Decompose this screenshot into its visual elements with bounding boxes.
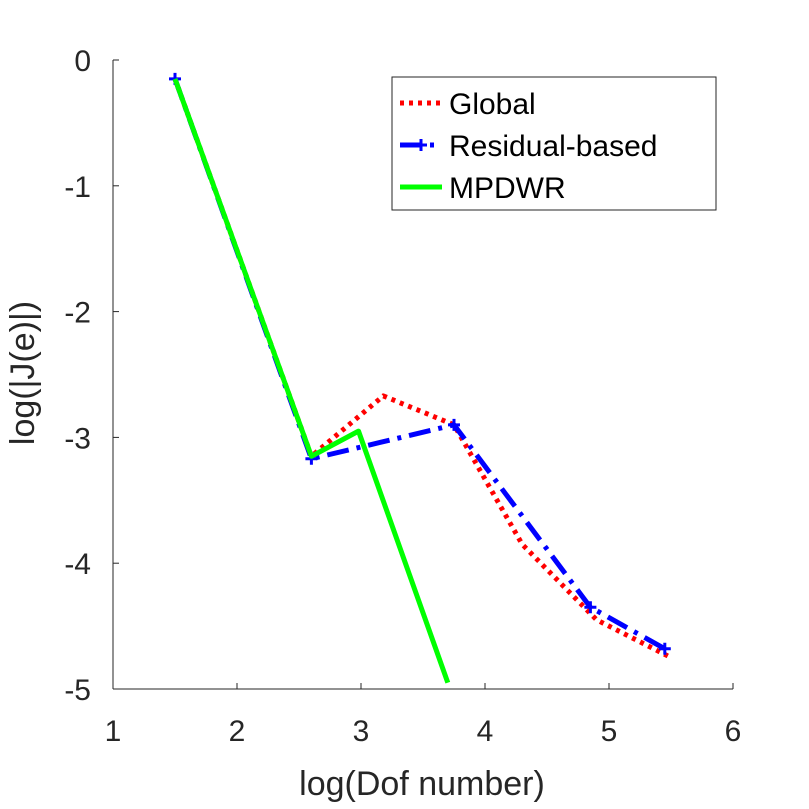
data-point-marker (448, 418, 460, 431)
y-axis-label: log(|J(e)|) (4, 301, 42, 445)
x-axis-label: log(Dof number) (299, 765, 545, 803)
y-tick-label: -4 (64, 548, 91, 581)
x-tick-label: 6 (725, 715, 742, 748)
y-tick-label: -5 (64, 674, 91, 707)
legend: Global Residual-based MPDWR (391, 76, 717, 211)
x-tick-label: 1 (105, 715, 122, 748)
x-tick-label: 5 (601, 715, 618, 748)
y-tick-label: -3 (64, 422, 91, 455)
x-tick-label: 2 (229, 715, 246, 748)
legend-box (391, 76, 717, 211)
y-tick-label: -1 (64, 171, 91, 204)
legend-label: MPDWR (449, 172, 566, 205)
data-point-marker (658, 642, 671, 655)
series-line-mpdwr (172, 78, 451, 684)
legend-label: Global (449, 88, 536, 121)
data-point-marker (584, 601, 597, 614)
legend-marker (415, 139, 427, 151)
x-tick-label: 4 (477, 715, 494, 748)
legend-label: Residual-based (449, 130, 657, 163)
axes: 1 2 3 4 5 6 0 -1 -2 -3 -4 -5 (64, 45, 741, 748)
y-tick-label: -2 (64, 297, 91, 330)
series-layer (169, 72, 673, 684)
y-tick-label: 0 (74, 45, 91, 78)
x-tick-label: 3 (353, 715, 370, 748)
